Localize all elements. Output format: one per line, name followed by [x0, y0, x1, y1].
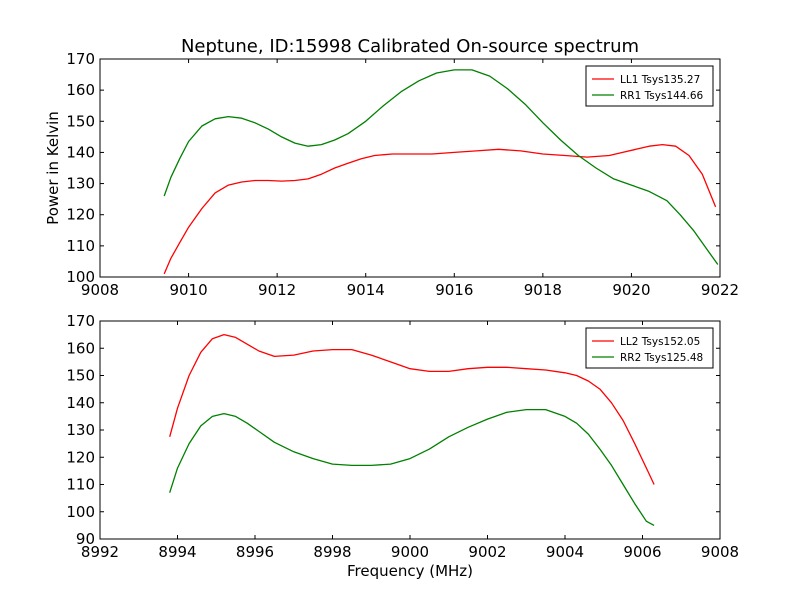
bottom-x-tick-label: 9000 [391, 543, 429, 561]
top-y-tick-label: 130 [66, 175, 95, 193]
bottom-y-tick-label: 130 [66, 421, 95, 439]
top-x-tick-label: 9022 [701, 281, 739, 299]
bottom-y-tick-label: 150 [66, 367, 95, 385]
top-x-tick-label: 9018 [524, 281, 562, 299]
top-plot-panel: 9008 9010 9012 9014 9016 9018 9020 9022 100 110 12… [66, 50, 739, 299]
top-x-tick-label: 9016 [435, 281, 473, 299]
bottom-y-tick-label: 100 [66, 503, 95, 521]
bottom-y-tick-label: 110 [66, 476, 95, 494]
bottom-x-tick-label: 9002 [468, 543, 506, 561]
top-series-line-2 [163, 69, 719, 265]
bottom-legend-box [585, 327, 714, 369]
top-x-tick-label: 9014 [347, 281, 385, 299]
top-legend-box [585, 65, 714, 107]
bottom-plot-panel: 8992 8994 8996 8998 9000 9002 9004 9006 90089010… [66, 312, 739, 561]
bottom-x-tick-label: 9004 [546, 543, 584, 561]
y-axis-label: Power in Kelvin [44, 111, 62, 225]
bottom-series-line-1 [169, 333, 655, 485]
top-legend-label-2: RR1 Tsys144.66 [620, 90, 703, 102]
bottom-series-line-2 [169, 408, 655, 526]
bottom-y-tick-label: 120 [66, 448, 95, 466]
top-y-tick-label: 150 [66, 112, 95, 130]
bottom-x-tick-label: 8994 [158, 543, 196, 561]
top-x-tick-label: 9020 [612, 281, 650, 299]
bottom-legend-label-2: RR2 Tsys125.48 [620, 352, 703, 364]
top-y-tick-label: 100 [66, 268, 95, 286]
bottom-x-tick-label: 8992 [81, 543, 119, 561]
top-x-tick-label: 9008 [81, 281, 119, 299]
bottom-x-tick-label: 9006 [623, 543, 661, 561]
bottom-x-tick-label: 8998 [313, 543, 351, 561]
top-axes-frame [99, 58, 721, 278]
top-y-tick-label: 110 [66, 237, 95, 255]
bottom-y-tick-label: 160 [66, 339, 95, 357]
bottom-x-tick-label: 8996 [236, 543, 274, 561]
top-series-line-1 [163, 143, 717, 275]
x-axis-label: Frequency (MHz) [347, 562, 473, 580]
top-x-tick-label: 9012 [258, 281, 296, 299]
top-y-tick-label: 140 [66, 143, 95, 161]
bottom-x-tick-label: 9008 [701, 543, 739, 561]
top-y-tick-label: 160 [66, 81, 95, 99]
top-x-tick-label: 9010 [169, 281, 207, 299]
top-legend-label-1: LL1 Tsys135.27 [620, 74, 700, 86]
chart-title: Neptune, ID:15998 Calibrated On-source s… [181, 36, 639, 57]
bottom-y-tick-label: 170 [66, 312, 95, 330]
bottom-y-tick-label: 140 [66, 394, 95, 412]
bottom-legend-label-1: LL2 Tsys152.05 [620, 336, 700, 348]
bottom-y-tick-label: 90 [76, 530, 95, 548]
top-y-tick-label: 120 [66, 206, 95, 224]
top-y-tick-label: 170 [66, 50, 95, 68]
